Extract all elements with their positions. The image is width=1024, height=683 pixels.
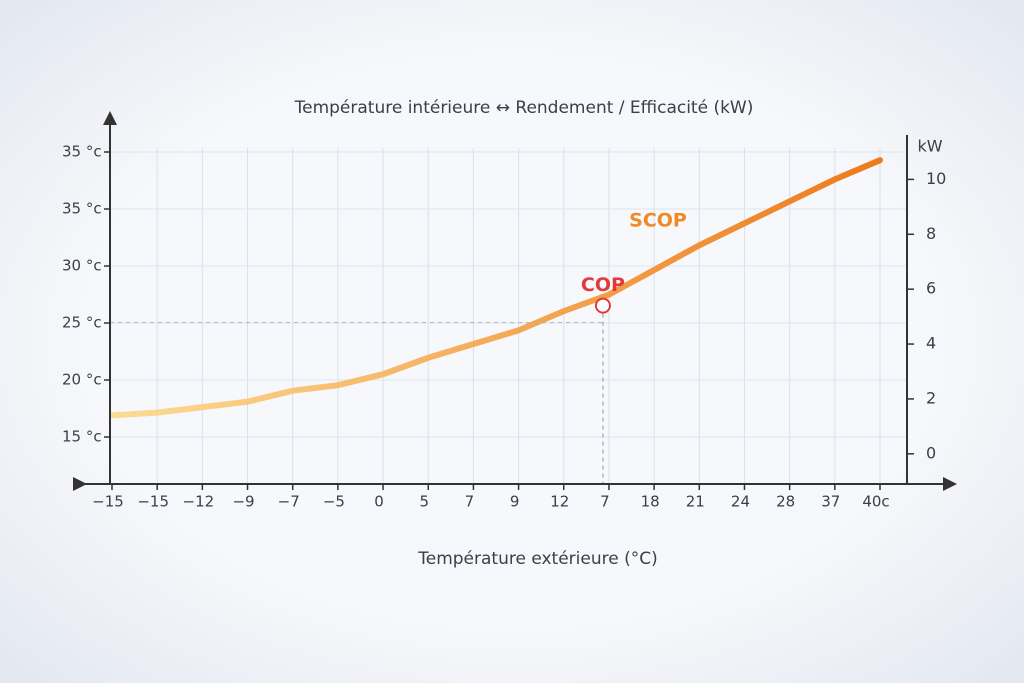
series-line xyxy=(109,157,883,419)
x-axis-title: Température extérieure (°C) xyxy=(417,549,658,569)
x-tick-label: −15 xyxy=(92,493,124,511)
x-tick-label: 24 xyxy=(731,493,750,511)
x-tick-label: 28 xyxy=(776,493,795,511)
x-tick-label: 12 xyxy=(550,493,569,511)
x-tick-label: 7 xyxy=(600,493,610,511)
y2-axis-title: kW xyxy=(917,137,942,156)
x-tick-label: 40c xyxy=(862,493,889,511)
cop-label: COP xyxy=(581,274,625,296)
x-tick-label: −7 xyxy=(278,493,300,511)
x-tick-label: 9 xyxy=(510,493,520,511)
x-tick-label: 18 xyxy=(641,493,660,511)
cop-marker xyxy=(594,297,611,314)
y2-tick-label: 2 xyxy=(926,388,936,407)
chart-title: Température intérieure ↔ Rendement / Eff… xyxy=(294,98,754,118)
series-label: SCOP xyxy=(629,210,687,232)
x-tick-label: −12 xyxy=(183,493,215,511)
x-tick-label: −5 xyxy=(323,493,345,511)
x-tick-label: 7 xyxy=(465,493,475,511)
x-tick-label: 21 xyxy=(686,493,705,511)
x-tick-label: 0 xyxy=(374,493,384,511)
y2-tick-label: 6 xyxy=(926,279,936,298)
y2-tick-label: 10 xyxy=(926,169,946,188)
y-tick-label: 30 °c xyxy=(62,257,102,275)
x-tick-label: −9 xyxy=(232,493,254,511)
y-tick-label: 35 °c xyxy=(62,143,102,161)
x-tick-label: −15 xyxy=(137,493,169,511)
y-tick-label: 35 °c xyxy=(62,200,102,218)
x-tick-label: 5 xyxy=(419,493,429,511)
y-tick-label: 15 °c xyxy=(62,428,102,446)
y2-tick-label: 8 xyxy=(926,224,936,243)
x-tick-label: 37 xyxy=(821,493,840,511)
y2-tick-label: 0 xyxy=(926,443,936,462)
y-tick-label: 20 °c xyxy=(62,371,102,389)
y-tick-label: 25 °c xyxy=(62,314,102,332)
y2-tick-label: 4 xyxy=(926,334,936,353)
